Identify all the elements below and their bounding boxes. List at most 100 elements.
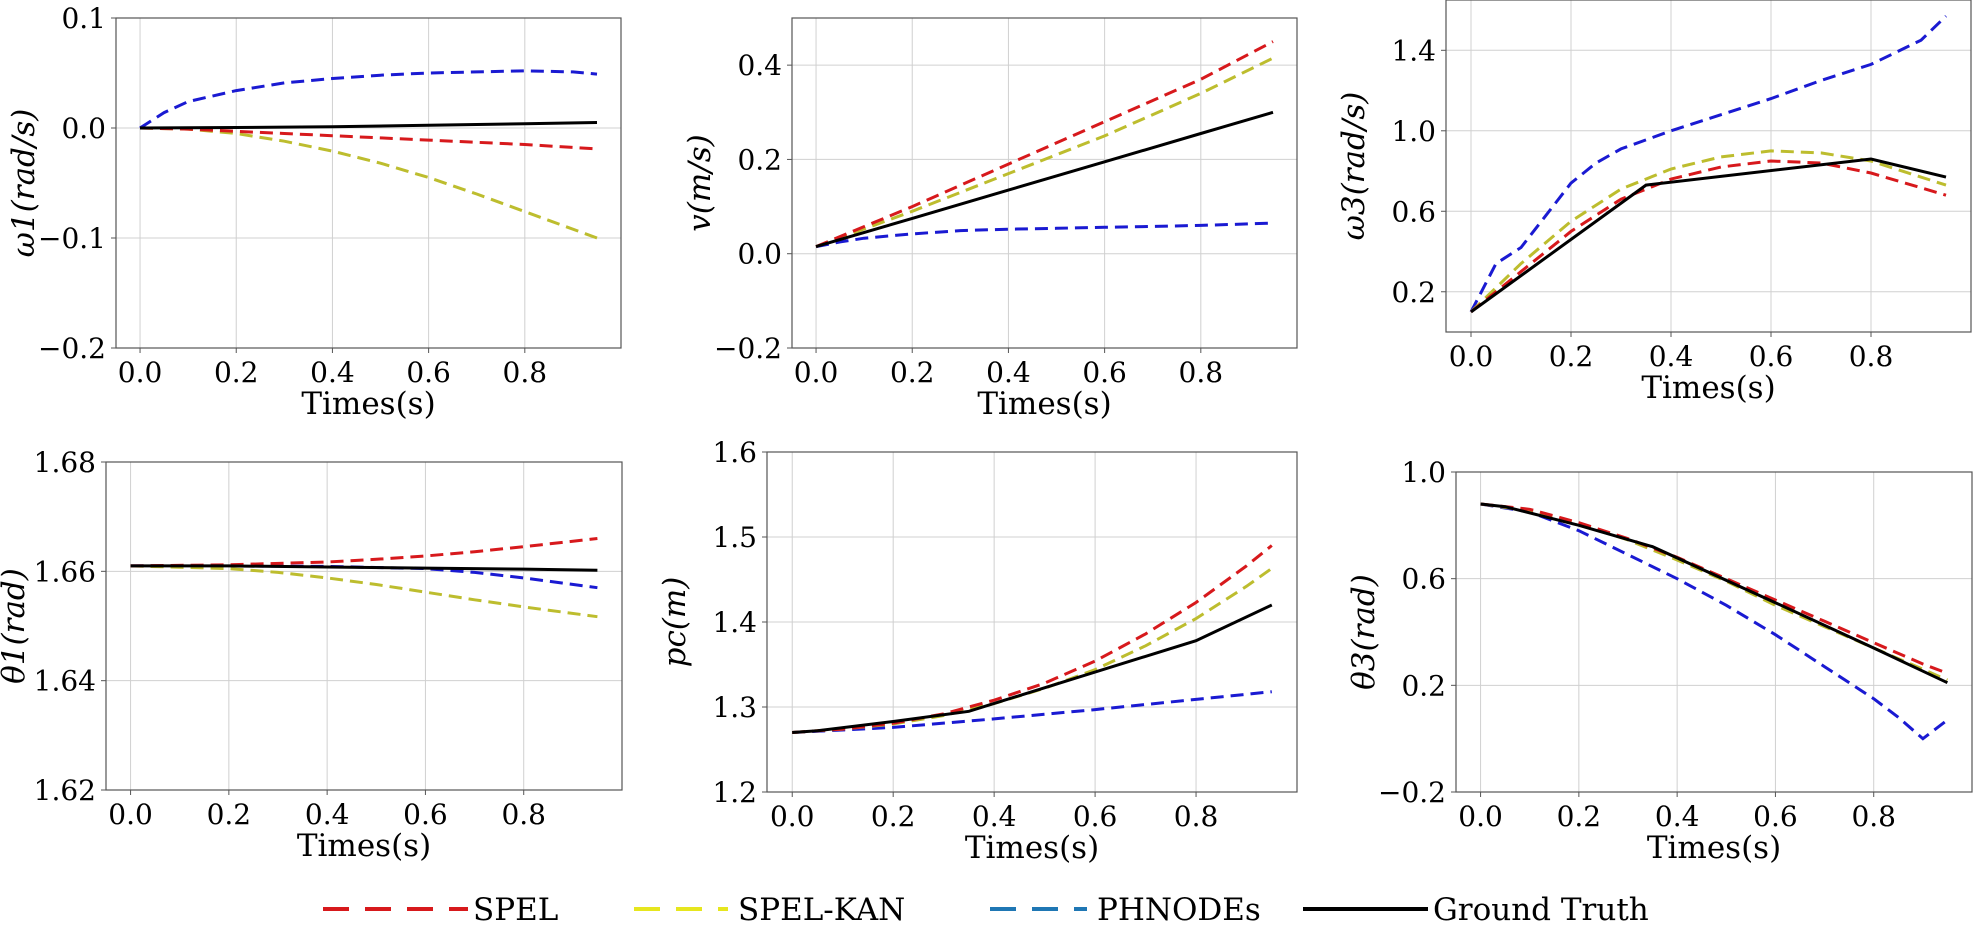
x-tick-label: 0.4 (972, 800, 1017, 833)
subplot-omega3: 0.0 0.2 0.4 0.6 0.8 0.2 0.6 1.0 1.4 Times(s) ω3(ra… (1336, 0, 1972, 406)
legend: SPEL SPEL-KAN PHNODEs Ground Truth (323, 892, 1649, 925)
x-axis-label: Times(s) (297, 828, 431, 864)
y-tick-label: −0.2 (714, 332, 782, 365)
y-tick-label: 0.2 (1391, 276, 1436, 309)
plot-frame (105, 461, 623, 791)
x-tick-label: 0.6 (1082, 356, 1127, 389)
plot-frame (115, 17, 622, 349)
x-axis-label: Times(s) (1641, 370, 1775, 406)
subplot-theta3: 0.0 0.2 0.4 0.6 0.8 −0.2 0.2 0.6 1.0 Times(s) θ3(r… (1346, 456, 1973, 866)
series-line-spel-kan (815, 56, 1274, 249)
x-tick-label: 0.2 (1549, 340, 1594, 373)
legend-label: SPEL (473, 892, 558, 925)
subplot-theta1: 0.0 0.2 0.4 0.6 0.8 1.62 1.64 1.66 1.68 Times(s) θ… (0, 446, 623, 864)
x-tick-label: 0.6 (1753, 800, 1798, 833)
x-tick-label: 0.0 (1458, 800, 1503, 833)
y-tick-label: 1.4 (712, 606, 757, 639)
series-line-ground-truth (1470, 157, 1947, 314)
x-tick-label: 0.4 (986, 356, 1031, 389)
subplot-omega1: 0.0 0.2 0.4 0.6 0.8 −0.2 −0.1 0.0 0.1 Times(s) ω1(… (6, 2, 622, 422)
y-tick-label: 1.62 (34, 774, 96, 807)
x-tick-label: 0.8 (1179, 356, 1224, 389)
y-tick-label: 1.4 (1391, 34, 1436, 67)
y-tick-label: 1.0 (1401, 456, 1446, 489)
y-tick-label: 0.6 (1401, 563, 1446, 596)
y-tick-label: 0.6 (1391, 195, 1436, 228)
plot-frame (1455, 471, 1973, 793)
series-line-ground-truth (139, 121, 598, 130)
series-line-spel-kan (792, 567, 1273, 734)
y-tick-label: −0.2 (38, 332, 106, 365)
y-tick-label: 0.1 (61, 2, 106, 35)
y-tick-label: 0.0 (737, 238, 782, 271)
series-line-ground-truth (1480, 502, 1949, 685)
y-axis-label: pc(m) (657, 577, 693, 668)
x-tick-label: 0.0 (118, 356, 163, 389)
x-axis-label: Times(s) (965, 830, 1099, 866)
x-tick-label: 0.6 (1073, 800, 1118, 833)
series-line-phnodes (1469, 15, 1948, 313)
x-axis-label: Times(s) (1647, 830, 1781, 866)
y-tick-label: 1.5 (712, 521, 757, 554)
y-axis-label: ω1(rad/s) (6, 109, 42, 258)
y-tick-label: −0.2 (1378, 776, 1446, 809)
legend-item-spel: SPEL (323, 892, 558, 925)
y-axis-label: θ3(rad) (1346, 574, 1382, 690)
x-tick-label: 0.2 (1557, 800, 1602, 833)
legend-label: Ground Truth (1433, 892, 1649, 925)
x-tick-label: 0.2 (871, 800, 916, 833)
x-axis-label: Times(s) (977, 386, 1111, 422)
x-tick-label: 0.4 (310, 356, 355, 389)
subplot-pc: 0.0 0.2 0.4 0.6 0.8 1.2 1.3 1.4 1.5 1.6 Times(s) pc… (657, 436, 1298, 866)
y-tick-label: 1.66 (34, 555, 96, 588)
series-line-spel-kan (130, 564, 598, 619)
x-tick-label: 0.6 (406, 356, 451, 389)
series-line-ground-truth (815, 110, 1274, 249)
series-line-phnodes (1480, 502, 1949, 741)
x-tick-label: 0.6 (1749, 340, 1794, 373)
x-tick-label: 0.4 (305, 798, 350, 831)
series-line-spel (1470, 159, 1947, 314)
y-axis-label: ω3(rad/s) (1336, 92, 1372, 241)
y-axis-label: v(m/s) (682, 134, 718, 231)
legend-item-ground-truth: Ground Truth (1303, 892, 1649, 925)
y-axis-label: θ1(rad) (0, 568, 32, 684)
x-tick-label: 0.0 (770, 800, 815, 833)
x-tick-label: 0.0 (1449, 340, 1494, 373)
plot-frame (791, 17, 1298, 349)
x-tick-label: 0.8 (1174, 800, 1219, 833)
series-line-spel (130, 537, 598, 568)
x-tick-label: 0.8 (503, 356, 548, 389)
x-tick-label: 0.2 (890, 356, 935, 389)
x-tick-label: 0.4 (1655, 800, 1700, 833)
series-line-spel-kan (1469, 149, 1947, 313)
y-tick-label: 0.2 (737, 143, 782, 176)
series-line-spel (815, 40, 1274, 248)
y-tick-label: 1.3 (712, 691, 757, 724)
y-tick-label: 1.6 (712, 436, 757, 469)
y-tick-label: 1.2 (712, 776, 757, 809)
series-line-spel (792, 544, 1273, 734)
series-line-ground-truth (792, 603, 1273, 734)
legend-label: SPEL-KAN (738, 892, 905, 925)
subplot-velocity: 0.0 0.2 0.4 0.6 0.8−0.20.00.20.4Times(s)v(m/… (682, 17, 1298, 422)
x-tick-label: 0.4 (1649, 340, 1694, 373)
series-line-ground-truth (130, 564, 598, 572)
series-line-spel-kan (1480, 502, 1949, 682)
x-tick-label: 0.0 (794, 356, 839, 389)
x-tick-label: 0.2 (214, 356, 259, 389)
legend-item-phnodes: PHNODEs (990, 892, 1261, 925)
y-tick-label: 1.64 (34, 665, 96, 698)
legend-item-spel-kan: SPEL-KAN (634, 892, 905, 925)
series-line-spel (1480, 502, 1948, 675)
y-tick-label: 0.2 (1401, 669, 1446, 702)
y-tick-label: 0.4 (737, 49, 782, 82)
plot-frame (1445, 0, 1972, 333)
series-line-spel (139, 126, 598, 151)
y-tick-label: 0.0 (61, 112, 106, 145)
x-tick-label: 0.8 (1849, 340, 1894, 373)
series-line-phnodes (815, 221, 1274, 249)
x-tick-label: 0.8 (1851, 800, 1896, 833)
y-tick-label: −0.1 (38, 222, 106, 255)
